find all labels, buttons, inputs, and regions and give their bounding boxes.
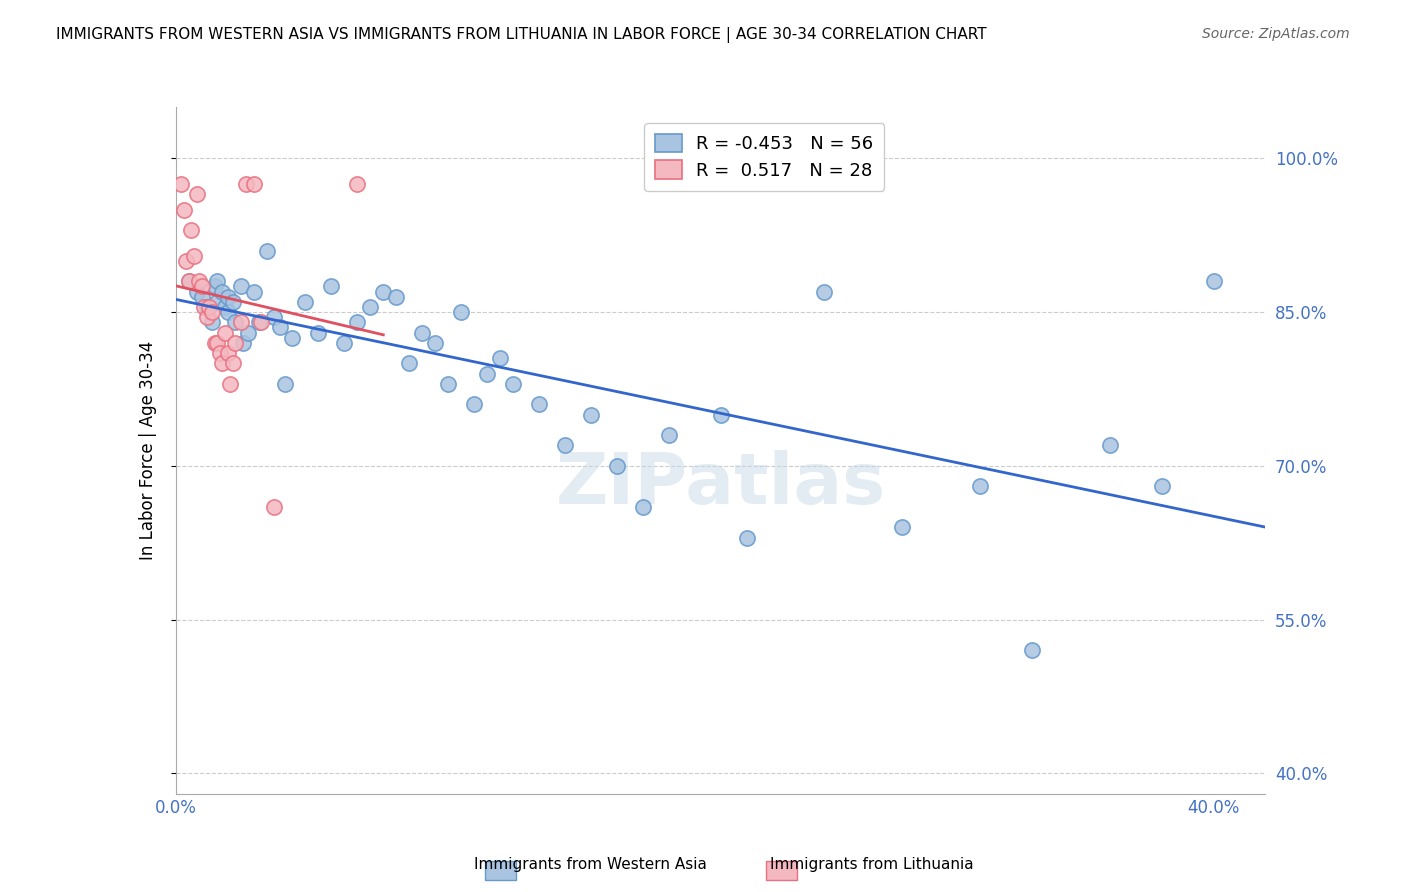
Point bbox=[195, 310, 218, 325]
Point bbox=[1021, 643, 1043, 657]
Text: Source: ZipAtlas.com: Source: ZipAtlas.com bbox=[1202, 27, 1350, 41]
Bar bbox=[766, 861, 797, 880]
Point bbox=[235, 177, 257, 191]
Point bbox=[450, 305, 472, 319]
Point bbox=[333, 335, 356, 350]
Point bbox=[709, 408, 731, 422]
Point bbox=[232, 335, 254, 350]
Point bbox=[217, 290, 239, 304]
Point bbox=[222, 356, 245, 370]
Point bbox=[188, 274, 211, 288]
Point bbox=[437, 376, 460, 391]
Point bbox=[502, 376, 524, 391]
Point bbox=[170, 177, 193, 191]
Point bbox=[475, 367, 498, 381]
Y-axis label: In Labor Force | Age 30-34: In Labor Force | Age 30-34 bbox=[139, 341, 157, 560]
Point bbox=[294, 294, 316, 309]
Point bbox=[198, 300, 221, 314]
Point bbox=[207, 335, 229, 350]
Point bbox=[219, 376, 242, 391]
Point bbox=[385, 290, 408, 304]
Point bbox=[425, 335, 447, 350]
Point bbox=[211, 285, 233, 299]
Point bbox=[269, 320, 291, 334]
Point bbox=[346, 315, 368, 329]
Point bbox=[177, 274, 200, 288]
Point bbox=[207, 274, 229, 288]
Point bbox=[214, 300, 236, 314]
Point bbox=[217, 305, 239, 319]
Point bbox=[307, 326, 329, 340]
Point bbox=[813, 285, 835, 299]
Point bbox=[214, 326, 236, 340]
Point bbox=[173, 202, 195, 217]
Point bbox=[242, 177, 264, 191]
Text: ZIPatlas: ZIPatlas bbox=[555, 450, 886, 519]
Point bbox=[204, 279, 226, 293]
Point bbox=[969, 479, 991, 493]
Point bbox=[177, 274, 200, 288]
Text: 40.0%: 40.0% bbox=[1187, 799, 1240, 817]
Point bbox=[238, 326, 260, 340]
Point bbox=[201, 315, 224, 329]
Point bbox=[373, 285, 395, 299]
Point bbox=[554, 438, 576, 452]
Point bbox=[242, 285, 264, 299]
Point bbox=[186, 285, 208, 299]
Point bbox=[263, 310, 285, 325]
Point bbox=[346, 177, 368, 191]
Point bbox=[256, 244, 278, 258]
Point bbox=[1098, 438, 1121, 452]
Point bbox=[207, 294, 229, 309]
Point bbox=[250, 315, 273, 329]
Point bbox=[247, 315, 270, 329]
Legend: R = -0.453   N = 56, R =  0.517   N = 28: R = -0.453 N = 56, R = 0.517 N = 28 bbox=[644, 123, 884, 191]
Point bbox=[204, 335, 226, 350]
Point bbox=[183, 249, 205, 263]
Point bbox=[186, 187, 208, 202]
Point bbox=[222, 294, 245, 309]
Point bbox=[190, 279, 212, 293]
Point bbox=[463, 397, 485, 411]
Point bbox=[229, 279, 252, 293]
Point bbox=[211, 356, 233, 370]
Point bbox=[208, 346, 231, 360]
Point bbox=[359, 300, 381, 314]
Point bbox=[579, 408, 602, 422]
Point bbox=[193, 300, 215, 314]
Point bbox=[321, 279, 343, 293]
Point bbox=[229, 315, 252, 329]
Text: IMMIGRANTS FROM WESTERN ASIA VS IMMIGRANTS FROM LITHUANIA IN LABOR FORCE | AGE 3: IMMIGRANTS FROM WESTERN ASIA VS IMMIGRAN… bbox=[56, 27, 987, 43]
Text: Immigrants from Lithuania: Immigrants from Lithuania bbox=[770, 857, 973, 872]
Text: Immigrants from Western Asia: Immigrants from Western Asia bbox=[474, 857, 707, 872]
Point bbox=[263, 500, 285, 514]
Point bbox=[195, 300, 218, 314]
Point bbox=[658, 428, 681, 442]
Text: 0.0%: 0.0% bbox=[155, 799, 197, 817]
Point bbox=[891, 520, 914, 534]
Point bbox=[224, 335, 246, 350]
Point bbox=[224, 315, 246, 329]
Point bbox=[1202, 274, 1225, 288]
Point bbox=[527, 397, 550, 411]
Point bbox=[281, 331, 304, 345]
Point bbox=[489, 351, 512, 366]
Point bbox=[398, 356, 420, 370]
Point bbox=[631, 500, 654, 514]
Point bbox=[735, 531, 758, 545]
Point bbox=[274, 376, 297, 391]
Point bbox=[411, 326, 433, 340]
Point bbox=[217, 346, 239, 360]
Point bbox=[190, 290, 212, 304]
Point bbox=[180, 223, 202, 237]
Point bbox=[1150, 479, 1173, 493]
Bar bbox=[485, 861, 516, 880]
Point bbox=[174, 253, 197, 268]
Point bbox=[606, 458, 628, 473]
Point bbox=[201, 305, 224, 319]
